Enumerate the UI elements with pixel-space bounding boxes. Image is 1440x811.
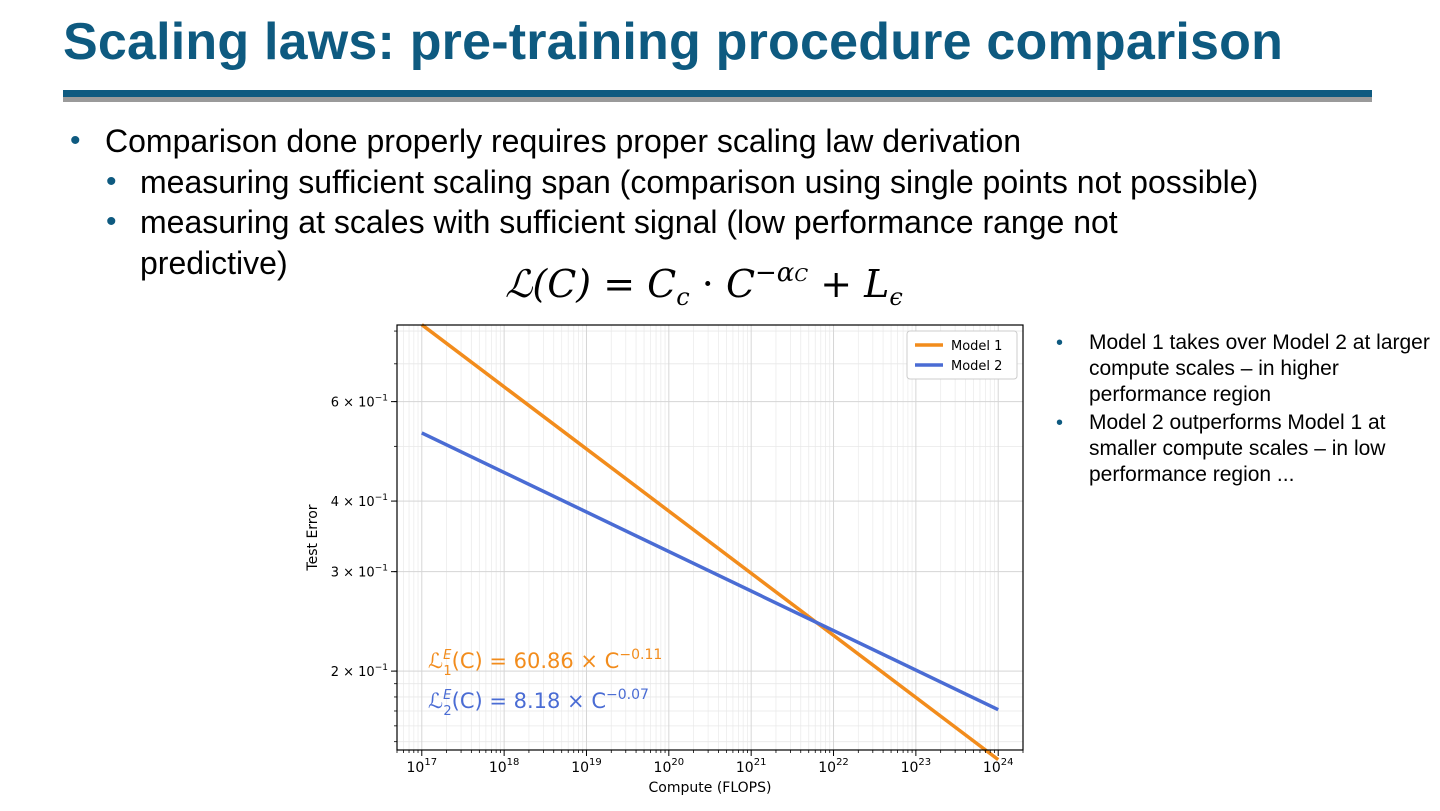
bullet-dot: • [70, 124, 81, 157]
title-rule-blue [63, 90, 1372, 97]
bullet-sub-2-cont: predictive) [140, 245, 288, 281]
x-axis-ticks: 1017 1018 1019 1020 1021 1022 1023 1024 [396, 750, 1024, 776]
plot-frame [396, 324, 1024, 751]
x-tick-label: 1019 [571, 757, 602, 776]
formula-base: C [725, 262, 756, 306]
side-note-1-text: Model 1 takes over Model 2 at larger com… [1089, 331, 1430, 406]
series-lines [420, 323, 1000, 762]
scaling-law-formula: ℒ(C) = Cc · C−αC + Lϵ [505, 258, 903, 311]
side-note-2: • Model 2 outperforms Model 1 at smaller… [1056, 410, 1431, 488]
bullet-dot: • [1056, 412, 1064, 434]
formula-plus: + [820, 262, 853, 306]
y-tick-label: 6 × 10−1 [331, 394, 388, 411]
grid-major [397, 325, 1023, 750]
x-axis-label: Compute (FLOPS) [649, 780, 772, 796]
x-tick-label: 1020 [654, 757, 685, 776]
formula-exp-alpha: −α [755, 258, 795, 288]
y-axis-label: Test Error [305, 504, 321, 571]
title-rule-gray [63, 97, 1372, 102]
bullet-main: Comparison done properly requires proper… [105, 123, 1022, 159]
legend-label-model-2: Model 2 [951, 359, 1002, 374]
equation-annotations: ℒE 1(C) = 60.86 × C−0.11 ℒE 2(C) = 8.18 × C… [428, 647, 662, 719]
x-tick-label: 1018 [489, 757, 520, 776]
bullet-dot: • [106, 165, 117, 198]
formula-c: C [647, 262, 677, 306]
formula-dot: · [701, 262, 714, 306]
formula-l: L [864, 262, 890, 306]
formula-exp: −αC [755, 258, 808, 288]
legend-label-model-1: Model 1 [951, 339, 1002, 354]
formula-lhs: ℒ(C) [505, 262, 592, 306]
y-tick-label: 2 × 10−1 [331, 663, 388, 680]
slide-title: Scaling laws: pre-training procedure com… [63, 13, 1284, 71]
side-note-1: • Model 1 takes over Model 2 at larger c… [1056, 330, 1431, 408]
series-line-model-2 [421, 431, 999, 712]
formula-eq: = [603, 262, 636, 306]
equation-annotation-model-2: ℒE 2(C) = 8.18 × C−0.07 [428, 687, 649, 719]
y-tick-label: 3 × 10−1 [331, 564, 388, 581]
bullet-sub-2: measuring at scales with sufficient sign… [140, 204, 1118, 240]
y-tick-label: 4 × 10−1 [331, 493, 388, 510]
bullet-dot: • [1056, 332, 1064, 354]
bullet-dot: • [106, 205, 117, 238]
side-notes: • Model 1 takes over Model 2 at larger c… [1056, 330, 1431, 490]
x-tick-label: 1017 [407, 757, 438, 776]
x-tick-label: 1022 [818, 757, 849, 776]
x-tick-label: 1024 [983, 757, 1014, 776]
legend-box [906, 330, 1018, 380]
series-line-model-1 [420, 323, 1000, 762]
equation-annotation-model-1: ℒE 1(C) = 60.86 × C−0.11 [428, 647, 662, 679]
x-tick-label: 1023 [901, 757, 932, 776]
y-axis-ticks: 6 × 10−1 4 × 10−1 3 × 10−1 2 × 10−1 [331, 330, 397, 743]
side-note-2-text: Model 2 outperforms Model 1 at smaller c… [1089, 411, 1386, 486]
x-tick-label: 1021 [736, 757, 767, 776]
formula-l-sub: ϵ [889, 283, 903, 311]
bullet-sub-1: measuring sufficient scaling span (compa… [140, 164, 1259, 200]
formula-exp-sub: C [794, 265, 809, 286]
formula-c-sub: c [676, 283, 690, 311]
grid-minor [396, 325, 1024, 750]
legend: Model 1 Model 2 [906, 330, 1018, 380]
